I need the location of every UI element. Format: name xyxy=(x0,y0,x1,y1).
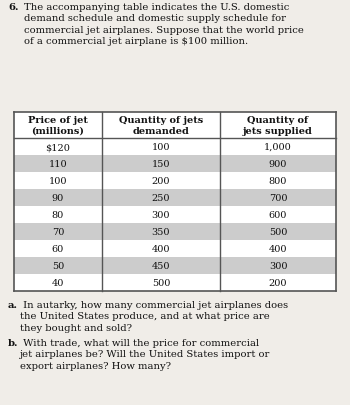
Text: 6.: 6. xyxy=(8,3,19,12)
Text: 200: 200 xyxy=(269,278,287,287)
Text: 600: 600 xyxy=(269,211,287,220)
Text: 40: 40 xyxy=(52,278,64,287)
Text: 50: 50 xyxy=(52,261,64,270)
Text: 200: 200 xyxy=(152,177,170,185)
Text: 100: 100 xyxy=(49,177,67,185)
Text: 60: 60 xyxy=(52,244,64,254)
Text: 350: 350 xyxy=(152,228,170,237)
Text: Price of jet
(millions): Price of jet (millions) xyxy=(28,116,88,135)
Text: 250: 250 xyxy=(152,194,170,202)
Text: a.: a. xyxy=(8,300,18,309)
Bar xyxy=(14,156,336,173)
Text: Quantity of
jets supplied: Quantity of jets supplied xyxy=(243,116,313,135)
Text: 1,000: 1,000 xyxy=(264,143,292,151)
Bar xyxy=(14,113,336,291)
Bar xyxy=(14,257,336,274)
Text: 900: 900 xyxy=(269,160,287,168)
Bar xyxy=(14,224,336,241)
Text: 500: 500 xyxy=(152,278,170,287)
Text: 70: 70 xyxy=(52,228,64,237)
Text: 800: 800 xyxy=(269,177,287,185)
Text: 110: 110 xyxy=(49,160,67,168)
Text: 500: 500 xyxy=(269,228,287,237)
Text: 400: 400 xyxy=(152,244,170,254)
Text: $120: $120 xyxy=(46,143,70,151)
Text: 90: 90 xyxy=(52,194,64,202)
Text: 100: 100 xyxy=(152,143,170,151)
Text: In autarky, how many commercial jet airplanes does
the United States produce, an: In autarky, how many commercial jet airp… xyxy=(20,300,288,332)
Text: 300: 300 xyxy=(152,211,170,220)
Text: b.: b. xyxy=(8,338,19,347)
Text: 400: 400 xyxy=(269,244,287,254)
Text: 450: 450 xyxy=(152,261,170,270)
Bar xyxy=(14,190,336,207)
Text: Quantity of jets
demanded: Quantity of jets demanded xyxy=(119,116,203,135)
Text: 700: 700 xyxy=(269,194,287,202)
Text: 150: 150 xyxy=(152,160,170,168)
Text: With trade, what will the price for commercial
jet airplanes be? Will the United: With trade, what will the price for comm… xyxy=(20,338,270,370)
Text: The accompanying table indicates the U.S. domestic
demand schedule and domestic : The accompanying table indicates the U.S… xyxy=(24,3,304,46)
Text: 300: 300 xyxy=(269,261,287,270)
Text: 80: 80 xyxy=(52,211,64,220)
